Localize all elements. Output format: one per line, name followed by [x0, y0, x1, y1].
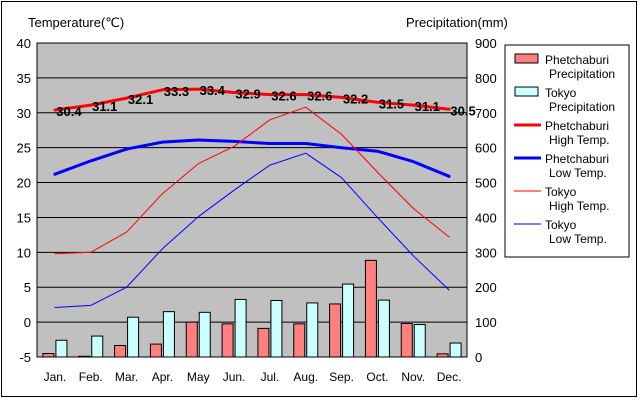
left-tick-label: 35 — [17, 71, 31, 86]
precip-bar-phetchaburi — [329, 303, 342, 358]
x-tick-label: Jan. — [44, 370, 67, 384]
precip-bar-phetchaburi — [257, 327, 270, 358]
legend-swatch — [514, 53, 539, 64]
x-tick-label: Dec. — [437, 370, 462, 384]
x-tick-label: Nov. — [401, 370, 425, 384]
precipitation-bars — [42, 259, 462, 358]
high-temp-label: 31.1 — [415, 99, 440, 114]
x-tick-label: Apr. — [152, 370, 173, 384]
right-tick-label: 900 — [475, 36, 497, 51]
precip-bar-tokyo — [413, 324, 426, 358]
precip-bar-phetchaburi — [114, 344, 127, 358]
right-tick-label: 0 — [475, 350, 482, 365]
precip-bar-tokyo — [377, 299, 390, 358]
legend-label: Phetchaburi — [545, 53, 609, 67]
high-temp-label: 30.4 — [56, 104, 82, 119]
high-temp-label: 32.6 — [307, 89, 332, 104]
left-tick-label: 40 — [17, 36, 31, 51]
legend-label: Tokyo — [545, 218, 577, 232]
temp-line-phetchaburi-low-temp — [53, 138, 451, 178]
right-tick-label: 300 — [475, 245, 497, 260]
x-tick-label: Aug. — [293, 370, 318, 384]
right-tick-label: 800 — [475, 71, 497, 86]
left-tick-label: 5 — [24, 280, 31, 295]
right-axis-ticks: 0 100 200 300 400 500 600 700 800 900 — [475, 36, 497, 365]
right-tick-label: 200 — [475, 280, 497, 295]
x-tick-label: Jul. — [261, 370, 280, 384]
high-temp-label: 33.4 — [200, 83, 226, 98]
precip-bar-phetchaburi — [42, 353, 55, 358]
legend-label: High Temp. — [549, 199, 609, 213]
high-temp-label: 32.1 — [128, 92, 153, 107]
precip-bar-tokyo — [127, 316, 140, 358]
legend-label: High Temp. — [549, 133, 609, 147]
x-tick-label: Sep. — [329, 370, 354, 384]
right-tick-label: 100 — [475, 315, 497, 330]
left-tick-label: 0 — [24, 315, 31, 330]
legend-label: Phetchaburi — [545, 119, 609, 133]
legend-label: Low Temp. — [549, 166, 607, 180]
x-tick-label: May — [187, 370, 210, 384]
temperature-lines — [53, 87, 451, 308]
high-temp-label: 31.5 — [379, 96, 404, 111]
precip-bar-phetchaburi — [293, 323, 306, 358]
right-axis-label: Precipitation(mm) — [406, 15, 508, 30]
left-tick-label: 15 — [17, 210, 31, 225]
high-temp-label: 32.2 — [343, 91, 368, 106]
temp-line-tokyo-low-temp — [54, 152, 450, 308]
temp-line-tokyo-high-temp — [54, 106, 450, 255]
legend: PhetchaburiPrecipitationTokyoPrecipitati… — [504, 44, 630, 258]
legend-label: Tokyo — [545, 86, 577, 100]
high-temp-label: 31.1 — [92, 99, 117, 114]
temp-line-phetchaburi-high-temp — [53, 87, 451, 112]
precip-bar-phetchaburi — [185, 321, 198, 358]
x-tick-label: Oct. — [366, 370, 388, 384]
high-temp-label: 33.3 — [164, 84, 189, 99]
high-temp-label: 30.5 — [450, 103, 475, 118]
legend-swatch — [514, 86, 539, 97]
right-tick-label: 600 — [475, 141, 497, 156]
left-tick-label: 25 — [17, 141, 31, 156]
x-axis-ticks: Jan. Feb. Mar. Apr. May Jun. Jul. Aug. Sep. Oct. N… — [44, 370, 462, 384]
precip-bar-tokyo — [234, 298, 247, 358]
right-tick-label: 400 — [475, 210, 497, 225]
high-temp-label: 32.9 — [235, 87, 260, 102]
plot-area — [36, 42, 468, 358]
precip-bar-tokyo — [270, 299, 283, 358]
x-tick-label: Feb. — [79, 370, 103, 384]
precip-bar-phetchaburi — [221, 323, 234, 358]
right-tick-label: 500 — [475, 176, 497, 191]
left-axis-label: Temperature(℃) — [28, 15, 124, 30]
precip-bar-phetchaburi — [149, 343, 162, 358]
legend-label: Precipitation — [549, 100, 615, 114]
precip-bar-tokyo — [198, 311, 211, 358]
precip-bar-phetchaburi — [364, 259, 377, 358]
left-tick-label: 20 — [17, 176, 31, 191]
left-tick-label: 10 — [17, 245, 31, 260]
precip-bar-phetchaburi — [78, 355, 91, 358]
x-tick-label: Mar. — [115, 370, 138, 384]
gridlines — [37, 77, 467, 323]
precip-bar-phetchaburi — [436, 353, 449, 358]
precip-bar-tokyo — [449, 342, 462, 358]
precip-bar-tokyo — [91, 335, 104, 358]
high-temp-label: 32.6 — [271, 89, 296, 104]
precip-bar-tokyo — [162, 311, 175, 358]
legend-label: Precipitation — [549, 67, 615, 81]
left-tick-label: -5 — [19, 350, 31, 365]
legend-label: Phetchaburi — [545, 152, 609, 166]
left-axis-ticks: -5 0 5 10 15 20 25 30 35 40 — [17, 36, 31, 365]
left-tick-label: 30 — [17, 106, 31, 121]
x-tick-label: Jun. — [223, 370, 246, 384]
legend-label: Low Temp. — [549, 232, 607, 246]
high-temp-data-labels: 30.4 31.1 32.1 33.3 33.4 32.9 32.6 32.6 32.2 31.5… — [56, 83, 475, 119]
precip-bar-tokyo — [342, 283, 355, 358]
precip-bar-phetchaburi — [400, 323, 413, 358]
precip-bar-tokyo — [306, 302, 319, 358]
right-tick-label: 700 — [475, 106, 497, 121]
legend-label: Tokyo — [545, 185, 577, 199]
precip-bar-tokyo — [55, 339, 68, 358]
